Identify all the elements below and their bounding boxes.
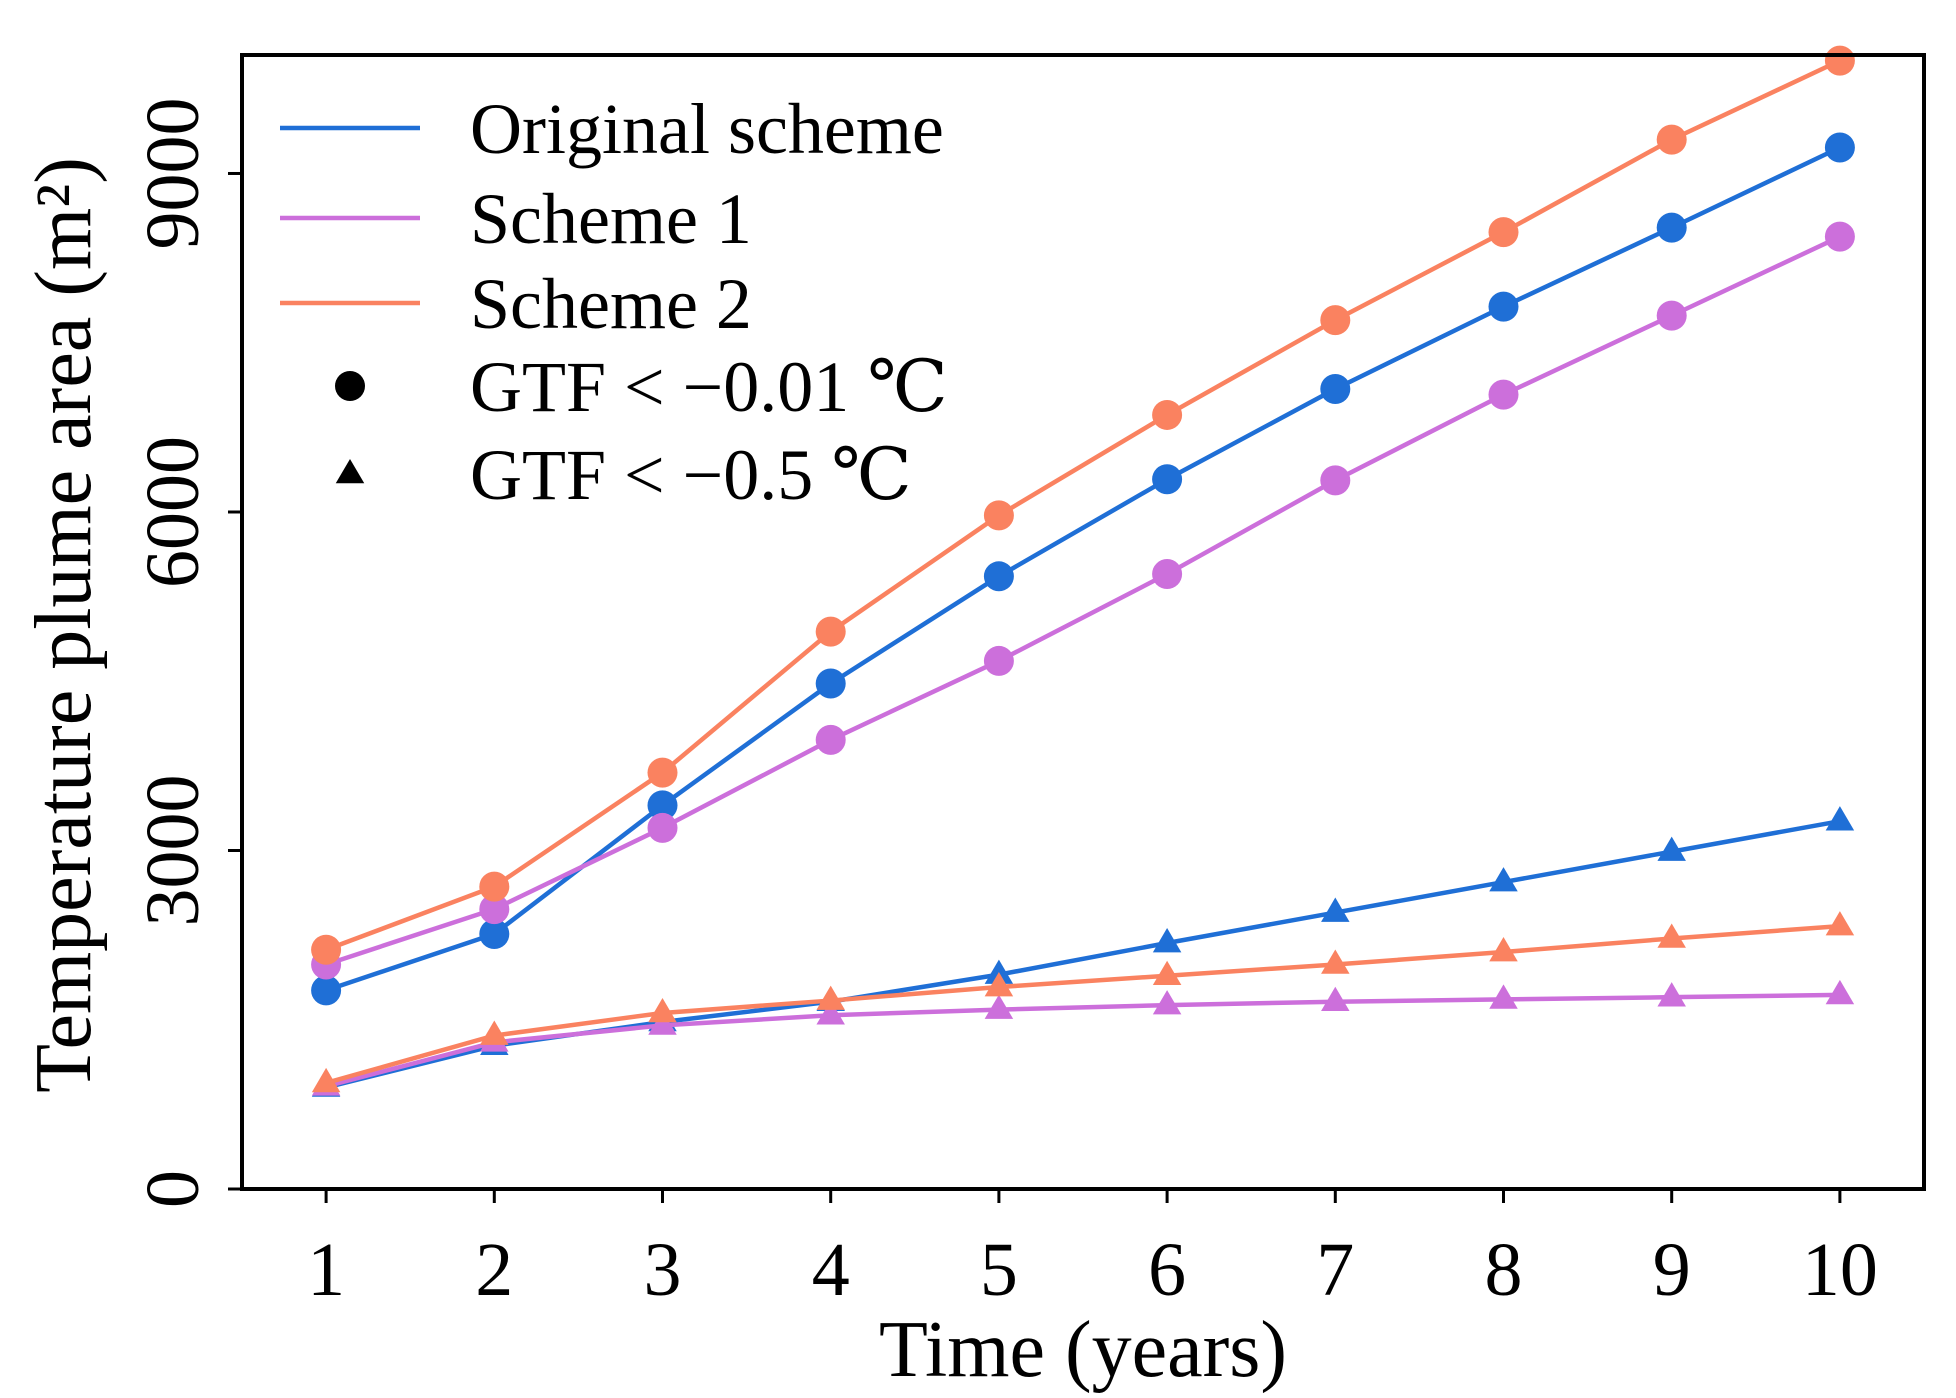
legend-circle-marker (335, 371, 365, 401)
data-point-circle (815, 668, 846, 699)
legend-label: Original scheme (470, 89, 944, 169)
x-tick-label: 2 (475, 1228, 513, 1312)
data-point-circle (311, 975, 342, 1006)
series-group (311, 911, 1855, 1093)
data-point-circle (1488, 217, 1519, 248)
x-axis-title: Time (years) (879, 1306, 1287, 1394)
data-point-circle (1152, 399, 1183, 430)
series-group (311, 45, 1855, 965)
data-point-circle (1824, 45, 1855, 76)
legend-item: GTF < −0.5 ℃ (335, 435, 912, 515)
data-point-triangle (1152, 990, 1182, 1015)
data-point-circle (1824, 132, 1855, 163)
y-tick-label: 6000 (131, 436, 215, 588)
axes: 1 2 3 4 5 6 7 8 9 10 0 3000 6000 9000 (131, 97, 1878, 1312)
y-tick-label: 9000 (131, 97, 215, 249)
x-tick-label: 7 (1316, 1228, 1354, 1312)
y-tick-label: 3000 (131, 774, 215, 926)
x-tick-label: 10 (1802, 1228, 1878, 1312)
data-point-triangle (816, 1000, 845, 1025)
data-point-circle (1824, 221, 1855, 252)
series-line (325, 234, 1841, 967)
data-point-circle (1488, 291, 1519, 322)
data-point-circle (647, 812, 678, 843)
x-tick-label: 1 (307, 1228, 345, 1312)
data-point-circle (1152, 559, 1183, 590)
data-point-circle (1488, 379, 1519, 410)
series-line (325, 923, 1841, 1086)
series-line (325, 992, 1840, 1089)
data-point-triangle (648, 1010, 677, 1035)
data-point-circle (983, 500, 1014, 531)
data-point-triangle (984, 959, 1014, 984)
data-point-circle (479, 894, 510, 925)
data-point-circle (479, 918, 510, 949)
x-tick-label: 4 (812, 1228, 850, 1312)
data-point-circle (1152, 464, 1183, 495)
data-point-triangle (984, 972, 1014, 997)
data-point-triangle (1825, 911, 1855, 936)
data-point-triangle (816, 985, 845, 1010)
y-axis-title: Temperature plume area (m²) (20, 157, 108, 1093)
data-point-circle (1320, 305, 1351, 336)
data-point-triangle (1657, 923, 1686, 948)
data-point-triangle (1825, 979, 1855, 1005)
data-point-triangle (1489, 984, 1518, 1009)
data-point-triangle (1321, 986, 1350, 1011)
data-point-circle (647, 757, 678, 788)
plot-frame (240, 53, 1926, 1191)
data-point-triangle (1657, 836, 1686, 861)
legend-triangle-marker (335, 459, 365, 484)
data-point-triangle (1321, 897, 1350, 922)
data-point-circle (479, 871, 510, 902)
data-point-circle (983, 561, 1014, 592)
x-tick-label: 6 (1148, 1228, 1186, 1312)
legend-label: Scheme 1 (470, 179, 752, 259)
legend-item: Original scheme (280, 89, 944, 169)
data-point-triangle (1152, 928, 1182, 953)
data-point-triangle (311, 1067, 341, 1093)
legend-item: Scheme 1 (280, 179, 752, 259)
series-layer (311, 45, 1855, 1097)
x-tick-label: 9 (1653, 1228, 1691, 1312)
data-point-triangle (984, 994, 1014, 1019)
data-point-circle (311, 934, 342, 965)
y-tick-label: 0 (131, 1170, 215, 1208)
legend-item: GTF < −0.01 ℃ (335, 347, 948, 427)
legend-label: Scheme 2 (470, 264, 752, 344)
data-point-triangle (480, 1020, 509, 1045)
data-point-circle (647, 790, 678, 821)
data-point-circle (815, 616, 846, 647)
data-point-triangle (648, 997, 677, 1023)
data-point-triangle (1489, 937, 1518, 962)
series-line (325, 58, 1841, 952)
legend-item: Scheme 2 (280, 264, 752, 344)
legend-label: GTF < −0.5 ℃ (470, 435, 912, 515)
data-point-circle (983, 645, 1014, 676)
data-point-circle (815, 724, 846, 755)
data-point-circle (1656, 124, 1687, 155)
data-point-triangle (1321, 949, 1350, 974)
data-point-triangle (1152, 960, 1182, 986)
data-point-circle (1320, 465, 1351, 496)
data-point-circle (1656, 212, 1687, 243)
data-point-triangle (1489, 867, 1518, 892)
data-point-circle (1320, 373, 1351, 404)
x-tick-label: 3 (644, 1228, 682, 1312)
data-point-triangle (1825, 806, 1855, 831)
legend-label: GTF < −0.01 ℃ (470, 347, 948, 427)
data-point-circle (1656, 300, 1687, 331)
x-tick-label: 5 (980, 1228, 1018, 1312)
x-tick-label: 8 (1485, 1228, 1523, 1312)
data-point-triangle (1657, 982, 1686, 1007)
